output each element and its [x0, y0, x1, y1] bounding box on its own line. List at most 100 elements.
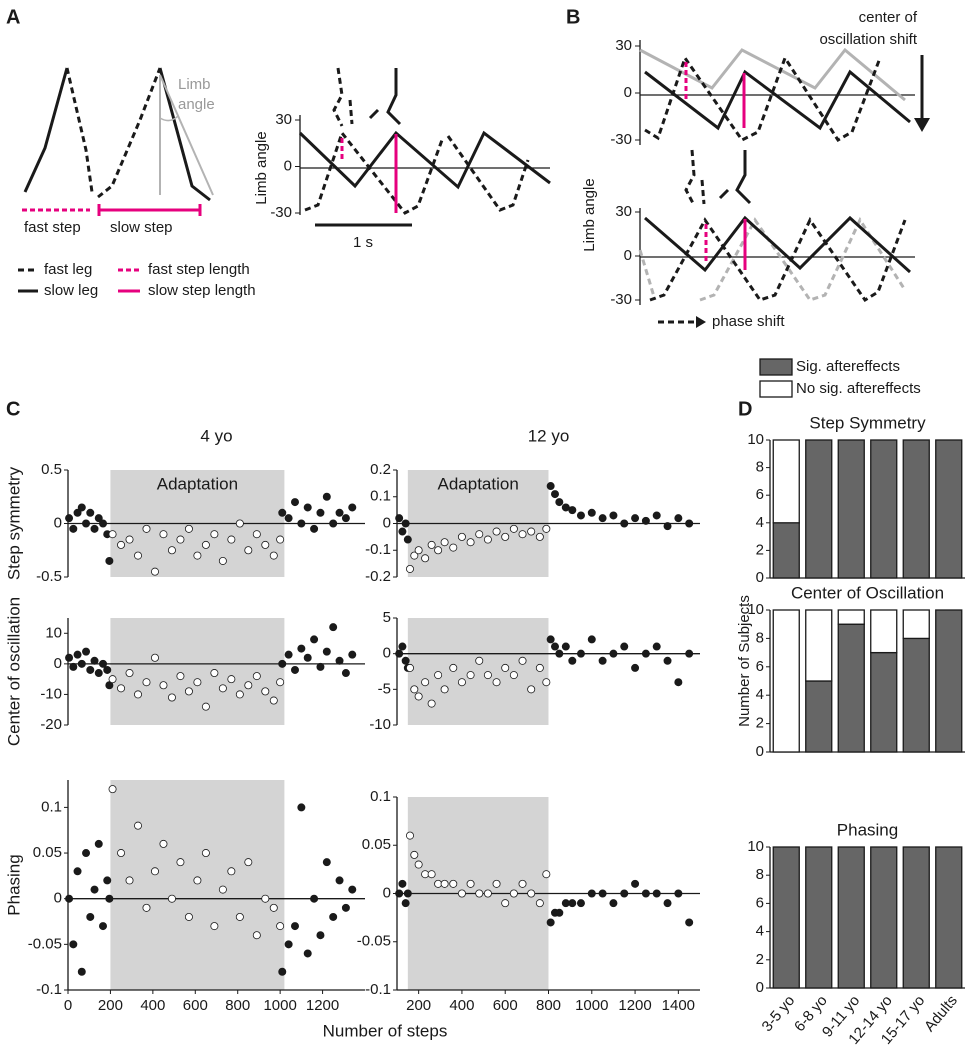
- data-point: [297, 644, 306, 653]
- data-point: [401, 899, 410, 908]
- data-point: [434, 671, 443, 680]
- data-point: [94, 514, 103, 523]
- data-point: [542, 524, 551, 533]
- data-point: [449, 879, 458, 888]
- step-label: fast step: [24, 219, 81, 236]
- data-point: [201, 702, 210, 711]
- data-point: [398, 642, 407, 651]
- data-point: [86, 665, 95, 674]
- data-point: [335, 508, 344, 517]
- data-point: [303, 653, 312, 662]
- data-point: [410, 551, 419, 560]
- data-point: [290, 498, 299, 507]
- data-point: [108, 530, 117, 539]
- data-point: [210, 922, 219, 931]
- legend-label: fast step length: [148, 261, 250, 278]
- bar: [772, 439, 800, 524]
- data-point: [235, 912, 244, 921]
- data-point: [620, 889, 629, 898]
- leg-diagram: [22, 67, 214, 216]
- data-point: [77, 967, 86, 976]
- data-point: [142, 524, 151, 533]
- data-point: [73, 508, 82, 517]
- data-point: [449, 543, 458, 552]
- data-point: [555, 908, 564, 917]
- data-point: [348, 503, 357, 512]
- data-point: [509, 889, 518, 898]
- data-point: [663, 522, 672, 531]
- data-point: [134, 690, 143, 699]
- data-point: [261, 687, 270, 696]
- data-point: [284, 940, 293, 949]
- y-label: Center of oscillation: [4, 597, 23, 746]
- data-point: [576, 899, 585, 908]
- data-point: [405, 663, 414, 672]
- y-tick-label: 0: [756, 569, 764, 586]
- bar: [902, 439, 930, 579]
- data-point: [335, 656, 344, 665]
- data-point: [117, 540, 126, 549]
- y-tick-label: 8: [756, 629, 764, 646]
- data-point: [555, 498, 564, 507]
- data-point: [103, 876, 112, 885]
- y-tick-label: 0.1: [370, 788, 391, 805]
- y-tick-label: 6: [756, 658, 764, 675]
- data-point: [501, 899, 510, 908]
- panel-label: A: [6, 6, 20, 28]
- data-point: [90, 524, 99, 533]
- data-point: [466, 879, 475, 888]
- data-point: [410, 685, 419, 694]
- data-point: [568, 506, 577, 515]
- adaptation-shading: [110, 618, 285, 725]
- data-point: [82, 647, 91, 656]
- data-point: [335, 876, 344, 885]
- bar: [772, 609, 800, 753]
- data-point: [276, 922, 285, 931]
- data-point: [663, 656, 672, 665]
- data-point: [542, 678, 551, 687]
- y-tick-label: 10: [747, 431, 764, 448]
- data-point: [94, 839, 103, 848]
- data-point: [278, 967, 287, 976]
- step-label: slow step: [110, 219, 173, 236]
- legend-swatch: [759, 358, 793, 376]
- x-tick-label: 0: [64, 997, 72, 1014]
- y-label: Step symmetry: [4, 466, 23, 580]
- annotation: Adaptation: [438, 474, 519, 493]
- y-tick-label: 5: [383, 609, 391, 626]
- x-tick-label: 600: [493, 997, 518, 1014]
- data-point: [261, 540, 270, 549]
- data-point: [395, 514, 404, 523]
- x-tick-label: 400: [140, 997, 165, 1014]
- legend: [18, 268, 140, 293]
- data-point: [227, 675, 236, 684]
- data-point: [527, 527, 536, 536]
- bar: [837, 439, 865, 579]
- data-point: [193, 876, 202, 885]
- data-point: [421, 678, 430, 687]
- data-point: [310, 524, 319, 533]
- data-point: [244, 546, 253, 555]
- data-point: [546, 482, 555, 491]
- annotation: phase shift: [712, 313, 785, 330]
- y-tick-label: 6: [756, 894, 764, 911]
- y-tick-label: 0: [284, 157, 292, 174]
- data-point: [483, 671, 492, 680]
- data-point: [252, 931, 261, 940]
- data-point: [440, 538, 449, 547]
- data-point: [69, 940, 78, 949]
- data-point: [440, 685, 449, 694]
- y-tick-label: -30: [610, 291, 632, 308]
- data-point: [184, 912, 193, 921]
- panel-label: B: [566, 6, 580, 28]
- data-point: [73, 650, 82, 659]
- y-label: Phasing: [4, 854, 23, 915]
- data-point: [398, 879, 407, 888]
- data-point: [322, 858, 331, 867]
- y-tick-label: 0.05: [362, 836, 391, 853]
- data-point: [421, 554, 430, 563]
- data-point: [94, 669, 103, 678]
- data-point: [685, 649, 694, 658]
- data-point: [99, 922, 108, 931]
